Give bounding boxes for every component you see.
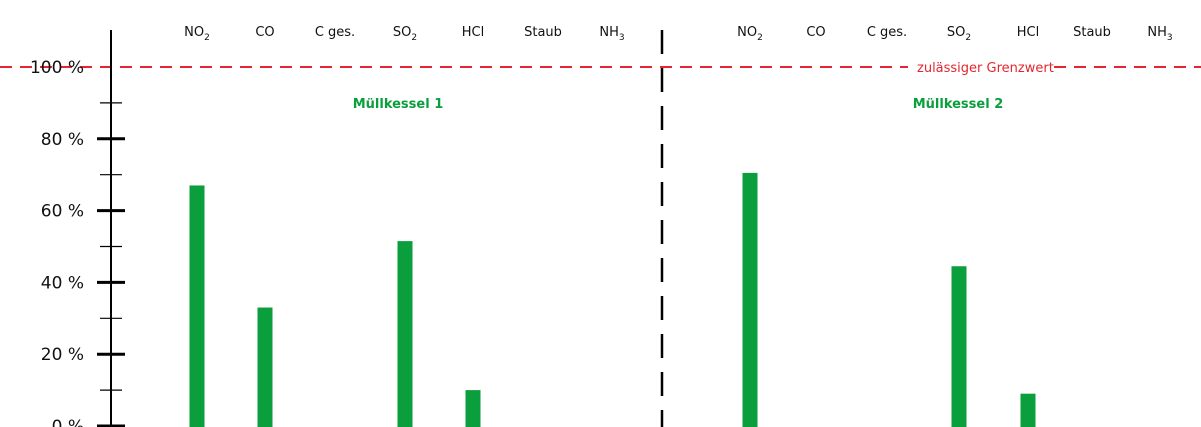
y-tick-label: 40 % — [41, 273, 84, 293]
y-tick-label: 20 % — [41, 345, 84, 365]
y-tick-label: 0 % — [52, 417, 84, 427]
bar — [1020, 393, 1036, 427]
category-label: HCl — [462, 25, 484, 40]
category-label: SO2 — [947, 25, 971, 43]
category-label: Staub — [1073, 25, 1111, 40]
bar — [742, 172, 758, 427]
category-label: CO — [255, 25, 274, 40]
limit-label: zulässiger Grenzwert — [917, 61, 1054, 76]
category-label: C ges. — [315, 25, 355, 40]
limit-line-layer: zulässiger Grenzwert — [0, 61, 1201, 76]
category-label: HCl — [1017, 25, 1039, 40]
y-tick-label: 80 % — [41, 130, 84, 150]
category-label: C ges. — [867, 25, 907, 40]
y-tick-label: 60 % — [41, 202, 84, 222]
bar — [465, 390, 481, 427]
category-label: NO2 — [184, 25, 210, 43]
group-label: Müllkessel 1 — [353, 97, 444, 112]
category-labels: NO2 CO C ges. SO2 HCl Staub NH3 NO2 CO C ges. SO2 H… — [184, 25, 1172, 43]
category-label: NH3 — [599, 25, 624, 43]
bar — [397, 241, 413, 427]
category-label: Staub — [524, 25, 562, 40]
y-axis: 0 % 20 % 40 % 60 % 80 % 100 % — [30, 30, 125, 427]
category-label: SO2 — [393, 25, 417, 43]
group-label: Müllkessel 2 — [913, 97, 1004, 112]
bars — [189, 172, 1036, 427]
y-tick-label: 100 % — [30, 58, 84, 78]
bar — [951, 266, 967, 427]
category-label: NH3 — [1147, 25, 1172, 43]
bar — [189, 185, 205, 427]
bar — [257, 307, 273, 427]
category-label: NO2 — [737, 25, 763, 43]
group-labels: Müllkessel 1 Müllkessel 2 — [353, 97, 1004, 112]
category-label: CO — [806, 25, 825, 40]
